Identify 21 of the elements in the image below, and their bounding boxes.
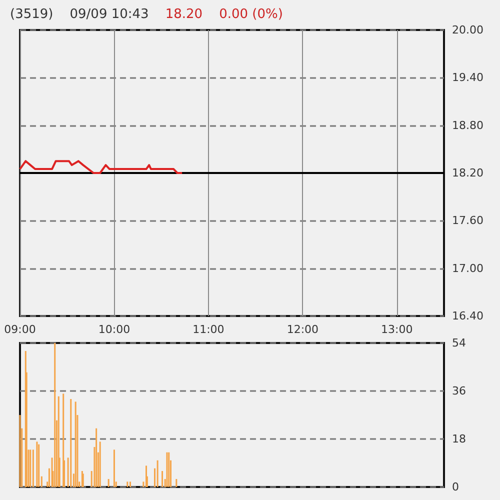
chart-title: (3519) — [10, 7, 70, 22]
text: 18.20 — [165, 7, 203, 22]
x-tick-label: 12:00 — [286, 323, 319, 336]
y-tick-label: 36 — [452, 384, 466, 398]
y-tick-label: 54 — [452, 336, 466, 350]
y-tick-label: 16.40 — [452, 310, 484, 322]
y-tick-label: 20.00 — [452, 24, 484, 36]
x-tick-label: 13:00 — [381, 323, 413, 336]
y-tick-label: 19.40 — [452, 71, 484, 84]
y-tick-label: 18 — [452, 432, 466, 446]
y-tick-label: 18.80 — [452, 118, 484, 132]
y-tick-label: 17.00 — [452, 262, 484, 275]
x-tick-label: 09:00 — [4, 323, 36, 336]
text: 0.00 (0%) — [219, 7, 283, 22]
line-series — [19, 160, 184, 174]
y-tick-label: 18.20 — [452, 166, 484, 180]
x-tick-label: 10:00 — [98, 323, 130, 336]
y-tick-label: 0 — [452, 480, 459, 494]
y-tick-label: 17.60 — [452, 214, 484, 228]
chart-subtitle: 09/09 10:43 — [70, 7, 149, 22]
x-tick-label: 11:00 — [192, 323, 224, 336]
